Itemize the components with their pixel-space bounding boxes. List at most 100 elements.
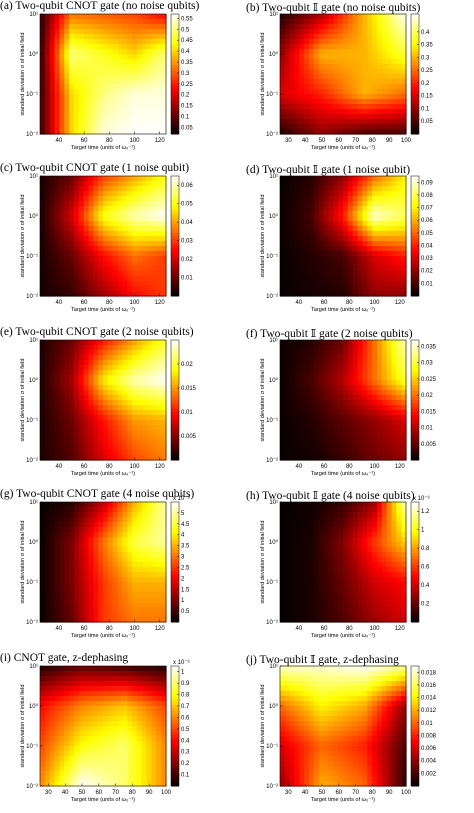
heatmap-cell (107, 450, 114, 456)
heatmap-cell (372, 236, 378, 242)
heatmap-cell (343, 196, 349, 202)
heatmap-cell (127, 400, 133, 406)
heatmap-cell (347, 390, 354, 396)
heatmap-cell (64, 49, 70, 55)
heatmap-cell (347, 221, 354, 227)
heatmap-cell (156, 291, 162, 297)
heatmap-cell (156, 350, 162, 356)
colorbar-segment (171, 373, 179, 377)
colorbar-segment (411, 397, 419, 401)
heatmap-cell (376, 19, 383, 25)
heatmap-cell (376, 231, 383, 237)
heatmap-cell (284, 241, 291, 247)
heatmap-cell (386, 226, 393, 232)
heatmap-cell (284, 380, 291, 386)
heatmap-cell (93, 552, 99, 558)
heatmap-cell (73, 14, 80, 20)
heatmap-cell (73, 567, 80, 573)
heatmap-cell (161, 522, 167, 528)
heatmap-cell (54, 445, 60, 451)
colorbar-segment (171, 502, 179, 506)
heatmap-cell (352, 266, 359, 272)
heatmap-cell (367, 236, 373, 242)
heatmap-cell (107, 39, 114, 45)
heatmap-cell (333, 231, 339, 237)
heatmap-cell (132, 617, 138, 623)
heatmap-cell (362, 196, 368, 202)
heatmap-cell (284, 181, 291, 187)
heatmap-cell (83, 206, 90, 212)
x-tick-label: 100 (129, 626, 140, 632)
heatmap-cell (396, 59, 402, 65)
heatmap-cell (93, 512, 99, 518)
heatmap-cell (73, 69, 80, 75)
heatmap-cell (304, 201, 310, 207)
heatmap-cell (127, 410, 133, 416)
heatmap-cell (333, 276, 339, 282)
heatmap-cell (391, 266, 397, 272)
heatmap-cell (59, 211, 65, 217)
colorbar (171, 340, 179, 461)
colorbar-tick-label: 0.3 (181, 71, 190, 77)
heatmap-cell (93, 562, 99, 568)
heatmap-cell (141, 114, 148, 120)
heatmap-cell (313, 181, 320, 187)
heatmap-cell (122, 380, 128, 386)
heatmap-cell (40, 114, 46, 120)
heatmap-cell (54, 512, 60, 518)
heatmap-cell (78, 266, 85, 272)
heatmap-cell (396, 375, 402, 381)
heatmap-cell (376, 54, 383, 60)
heatmap-cell (318, 94, 325, 100)
heatmap-cell (73, 104, 80, 110)
heatmap-cell (122, 502, 128, 508)
heatmap-cell (54, 617, 60, 623)
heatmap-cell (78, 84, 85, 90)
heatmap-cell (372, 261, 378, 267)
heatmap-cell (122, 49, 128, 55)
heatmap-cell (107, 124, 114, 130)
heatmap-cell (151, 522, 157, 528)
panel-c: (c) Two-qubit CNOT gate (1 noise qubit) 4… (0, 162, 236, 322)
colorbar-segment (171, 439, 179, 443)
heatmap-cell (146, 186, 153, 192)
heatmap-cell (141, 211, 148, 217)
heatmap-cell (73, 206, 80, 212)
heatmap-cell (284, 420, 291, 426)
colorbar-tick-label: 0.04 (421, 243, 433, 249)
heatmap-cell (401, 261, 407, 267)
heatmap-cell (309, 286, 315, 292)
heatmap-cell (333, 502, 339, 508)
heatmap-cell (44, 597, 51, 603)
heatmap-cell (127, 181, 133, 187)
heatmap-cell (156, 49, 162, 55)
heatmap-cell (132, 420, 138, 426)
heatmap-cell (343, 266, 349, 272)
heatmap-cell (309, 360, 315, 366)
heatmap-cell (127, 345, 133, 351)
heatmap-cell (136, 445, 143, 451)
heatmap-cell (381, 405, 388, 411)
heatmap-cell (98, 375, 104, 381)
heatmap-cell (289, 445, 296, 451)
heatmap-cell (44, 517, 51, 523)
heatmap-cell (161, 450, 167, 456)
heatmap-cell (294, 400, 300, 406)
y-axis-label: standard deviation σ of initial field (20, 520, 26, 603)
colorbar-segment (171, 131, 179, 135)
heatmap-cell (54, 612, 60, 618)
heatmap-cell (289, 99, 296, 105)
heatmap-cell (136, 547, 143, 553)
heatmap-cell (151, 129, 157, 135)
heatmap-cell (343, 246, 349, 252)
heatmap-cell (362, 89, 368, 95)
heatmap-cell (386, 286, 393, 292)
heatmap-cell (161, 286, 167, 292)
heatmap-cell (69, 435, 75, 441)
heatmap-cell (357, 99, 363, 105)
heatmap-cell (40, 109, 46, 115)
plot-frame (39, 13, 167, 135)
heatmap-cell (107, 216, 114, 222)
colorbar-segment (171, 397, 179, 401)
heatmap-cell (117, 435, 123, 441)
